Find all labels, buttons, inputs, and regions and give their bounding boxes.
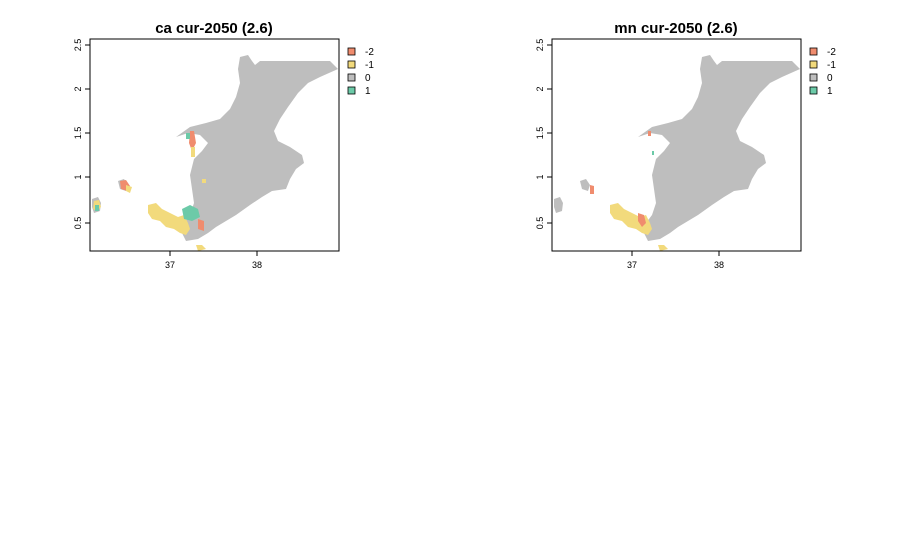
map-panel-mn: mn cur-2050 (2.6) 0.5 1 1.5 2 2.5 [535,20,836,270]
change-region-minus1 [126,185,132,193]
legend-label: 1 [827,86,833,97]
legend-label: -1 [827,60,836,71]
plot-frame [89,38,340,252]
panel-title: ca cur-2050 (2.6) [155,20,273,37]
legend-label: -1 [365,60,374,71]
legend-label: 1 [365,86,371,97]
change-region-minus2 [189,131,196,151]
legend-swatch [347,86,356,95]
legend-label: -2 [827,47,836,58]
change-region-minus1 [196,245,206,251]
change-region-minus1 [191,147,195,157]
y-tick-label: 2.5 [535,39,545,52]
change-region-minus1 [148,203,190,235]
plot-frame [551,38,802,252]
legend-label: -2 [365,47,374,58]
change-region-minus2 [198,219,204,231]
change-region-plus1 [186,133,190,139]
change-region-minus1 [202,179,206,183]
legend-swatch [347,73,356,82]
legend-swatch [809,60,818,69]
x-tick-label: 38 [714,260,724,270]
x-tick-label: 38 [252,260,262,270]
change-region-minus2 [590,185,594,194]
y-tick-label: 1.5 [535,127,545,140]
x-axis: 37 38 [627,251,724,270]
change-region-minus2 [648,131,651,136]
land-area [176,55,338,241]
y-axis: 0.5 1 1.5 2 2.5 [73,39,90,230]
y-tick-label: 0.5 [535,217,545,230]
legend-swatch [809,86,818,95]
land-island [554,197,563,213]
change-region-plus1 [182,205,200,221]
y-tick-label: 2.5 [73,39,83,52]
change-region-minus2 [638,213,646,227]
legend-swatch [809,47,818,56]
legend-label: 0 [827,73,833,84]
land-area [638,55,800,241]
y-tick-label: 0.5 [73,217,83,230]
panel-title: mn cur-2050 (2.6) [614,20,737,37]
legend: -2 -1 0 1 [347,47,374,97]
y-tick-label: 2 [535,86,545,91]
legend-swatch [809,73,818,82]
x-tick-label: 37 [165,260,175,270]
map-panel-ca: ca cur-2050 (2.6) 0.5 1 1.5 2 [73,20,374,270]
y-axis: 0.5 1 1.5 2 2.5 [535,39,552,230]
legend-swatch [347,47,356,56]
y-tick-label: 2 [73,86,83,91]
y-tick-label: 1 [535,174,545,179]
x-axis: 37 38 [165,251,262,270]
y-tick-label: 1.5 [73,127,83,140]
legend: -2 -1 0 1 [809,47,836,97]
y-tick-label: 1 [73,174,83,179]
land-island [580,179,590,191]
change-region-plus1 [95,205,99,211]
x-tick-label: 37 [627,260,637,270]
change-region-minus1 [658,245,668,251]
change-region-minus1 [610,203,652,235]
legend-swatch [347,60,356,69]
legend-label: 0 [365,73,371,84]
change-region-plus1 [652,151,654,155]
